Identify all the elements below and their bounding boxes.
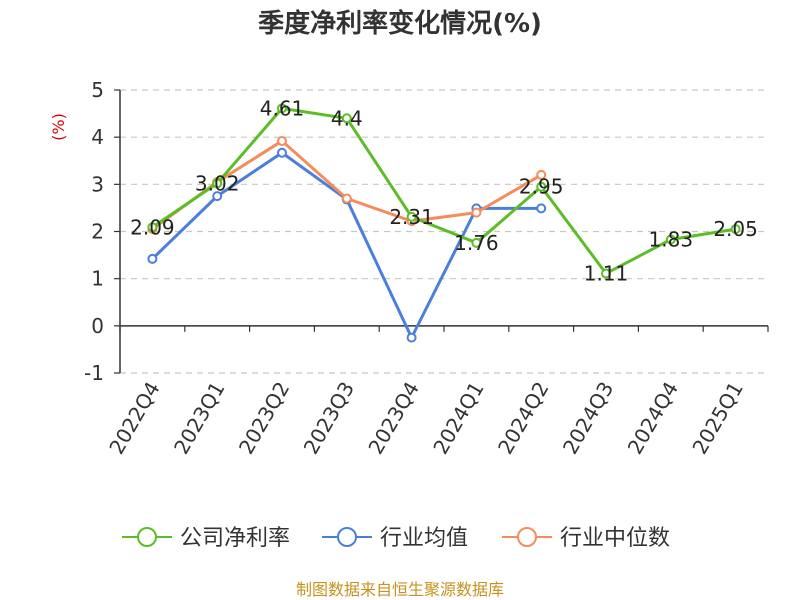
data-point: [277, 103, 287, 114]
legend-marker: [337, 527, 357, 547]
legend-label: 行业均值: [380, 526, 468, 551]
y-tick-label: 1: [91, 267, 104, 291]
data-point: [406, 211, 417, 222]
legend-label: 行业中位数: [560, 526, 670, 551]
data-point: [601, 268, 611, 279]
y-tick-label: 4: [91, 125, 104, 149]
data-point: [471, 207, 482, 218]
data-point: [341, 113, 352, 124]
data-point: [277, 135, 287, 146]
data-point: [212, 178, 223, 189]
data-label: 1.76: [454, 231, 499, 255]
data-point: [147, 253, 158, 264]
x-tick-label: 2023Q1: [169, 378, 229, 459]
legend-marker: [517, 527, 537, 547]
data-label: 1.83: [649, 228, 694, 252]
y-tick-label: -1: [84, 361, 104, 385]
data-point: [406, 332, 417, 343]
data-point: [665, 234, 676, 245]
data-point: [730, 224, 741, 235]
x-tick-label: 2022Q4: [104, 378, 164, 459]
data-label: 1.11: [584, 261, 629, 285]
data-label: 2.95: [519, 175, 564, 199]
data-label: 2.31: [389, 205, 434, 229]
data-label: 2.09: [130, 215, 175, 239]
data-point: [277, 147, 287, 158]
data-point: [536, 181, 547, 192]
legend-item: 行业均值: [322, 526, 468, 551]
legend-label: 公司净利率: [180, 526, 290, 551]
data-label: 2.05: [713, 217, 758, 241]
x-tick-label: 2023Q2: [234, 378, 294, 459]
x-tick-label: 2024Q4: [623, 378, 683, 459]
data-point: [147, 222, 158, 233]
y-tick-label: 3: [91, 172, 104, 196]
x-tick-label: 2024Q2: [493, 378, 553, 459]
y-tick-label: 0: [91, 314, 104, 338]
legend-item: 行业中位数: [502, 526, 670, 551]
grid: [120, 89, 768, 374]
chart-title: 季度净利率变化情况(%): [258, 8, 542, 39]
source-note: 制图数据来自恒生聚源数据库: [296, 580, 504, 599]
y-axis-label: (%): [49, 113, 68, 141]
x-tick-label: 2023Q4: [363, 378, 423, 459]
x-tick-label: 2025Q1: [687, 378, 747, 459]
x-tick-label: 2023Q3: [299, 378, 359, 459]
data-point: [536, 203, 547, 214]
x-tick-label: 2024Q1: [428, 378, 488, 459]
x-tick-label: 2024Q3: [558, 378, 618, 459]
series-lines: [147, 103, 741, 343]
data-point: [471, 237, 482, 248]
data-labels: 2.09 3.02 4.61 4.4 2.31 1.76 2.95 1.11 1.83 2.05: [130, 96, 758, 285]
data-label: 4.61: [260, 96, 305, 120]
y-tick-label: 2: [91, 220, 104, 244]
data-label: 3.02: [195, 171, 240, 195]
legend-marker: [137, 527, 157, 547]
series-line: [151, 106, 736, 275]
data-label: 4.4: [331, 106, 363, 130]
data-point: [341, 193, 352, 204]
y-tick-label: 5: [91, 78, 104, 102]
data-point: [536, 169, 547, 180]
data-point: [212, 191, 223, 202]
legend: 公司净利率 行业均值 行业中位数: [122, 526, 670, 551]
legend-item: 公司净利率: [122, 526, 290, 551]
